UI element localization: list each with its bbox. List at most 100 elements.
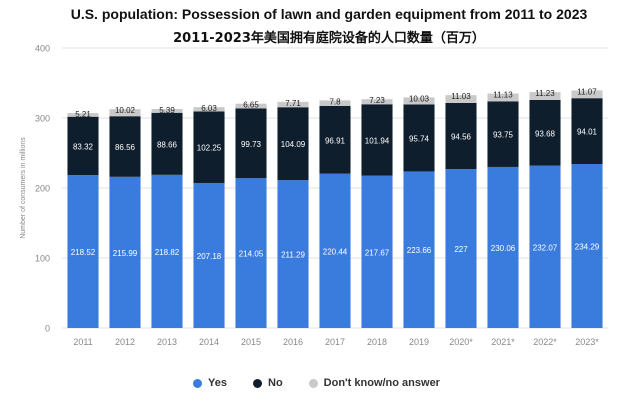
chart-title: U.S. population: Possession of lawn and …	[70, 6, 588, 22]
x-tick-label: 2020*	[449, 337, 473, 347]
bar-dont-know[interactable]	[361, 99, 393, 105]
bar-no[interactable]	[403, 104, 435, 172]
data-label-no: 104.09	[281, 140, 306, 149]
bar-dont-know[interactable]	[571, 90, 603, 99]
bar-dont-know[interactable]	[109, 109, 141, 117]
data-label-dont-know: 6.03	[201, 104, 217, 113]
data-label-dont-know: 10.03	[409, 94, 430, 103]
x-tick-label: 2014	[199, 337, 219, 347]
x-tick-label: 2019	[409, 337, 429, 347]
data-label-dont-know: 11.13	[493, 91, 513, 100]
data-label-no: 102.25	[197, 144, 222, 153]
data-label-no: 95.74	[409, 134, 430, 143]
chart-subtitle: 2011-2023年美国拥有庭院设备的人口数量（百万）	[173, 31, 485, 46]
x-tick-label: 2015	[241, 337, 261, 347]
bar-no[interactable]	[445, 102, 477, 170]
legend-marker-no	[253, 378, 262, 388]
bar-no[interactable]	[277, 107, 309, 181]
bar-dont-know[interactable]	[235, 103, 267, 109]
data-label-no: 83.32	[73, 142, 94, 151]
y-tick-label: 200	[35, 184, 50, 194]
data-label-yes: 227	[454, 245, 468, 254]
data-label-yes: 218.82	[155, 248, 180, 257]
bar-dont-know[interactable]	[151, 108, 183, 113]
legend-marker-dont-know	[308, 378, 318, 388]
bar-dont-know[interactable]	[529, 92, 561, 100]
x-tick-label: 2011	[73, 337, 92, 347]
bar-yes[interactable]	[193, 182, 225, 328]
data-label-no: 96.91	[325, 136, 346, 145]
data-label-no: 86.56	[115, 143, 136, 152]
data-label-dont-know: 10.02	[115, 106, 136, 115]
bar-no[interactable]	[361, 104, 393, 176]
bar-yes[interactable]	[109, 176, 141, 328]
data-label-no: 94.56	[451, 133, 472, 142]
bar-no[interactable]	[487, 101, 519, 167]
data-label-dont-know: 11.03	[451, 92, 471, 101]
data-label-dont-know: 7.8	[329, 97, 341, 106]
bar-dont-know[interactable]	[193, 107, 225, 112]
y-tick-label: 0	[45, 324, 50, 334]
legend-label-no: No	[268, 377, 283, 389]
bar-no[interactable]	[193, 111, 225, 183]
x-tick-label: 2022*	[533, 337, 557, 347]
data-label-dont-know: 11.07	[577, 87, 597, 96]
bar-no[interactable]	[571, 98, 603, 164]
bar-dont-know[interactable]	[487, 93, 519, 102]
data-label-yes: 232.07	[533, 243, 558, 252]
data-label-yes: 230.06	[491, 244, 516, 253]
bar-yes[interactable]	[529, 165, 561, 328]
data-label-dont-know: 7.71	[285, 99, 301, 108]
bar-yes[interactable]	[151, 174, 183, 328]
x-tick-label: 2018	[367, 337, 387, 347]
bar-yes[interactable]	[445, 169, 477, 328]
bar-dont-know[interactable]	[403, 97, 435, 105]
bar-no[interactable]	[109, 116, 141, 177]
bar-yes[interactable]	[403, 171, 435, 328]
data-label-yes: 214.05	[239, 250, 264, 259]
legend-label-dont-know: Don't know/no answer	[323, 377, 440, 389]
legend-label-yes: Yes	[208, 377, 227, 389]
bar-no[interactable]	[319, 105, 351, 174]
bar-no[interactable]	[67, 116, 99, 176]
data-label-dont-know: 11.23	[535, 89, 555, 98]
y-tick-label: 100	[35, 254, 50, 264]
data-label-no: 88.66	[157, 140, 178, 149]
bar-dont-know[interactable]	[445, 95, 477, 103]
bar-dont-know[interactable]	[319, 100, 351, 106]
x-tick-label: 2013	[157, 337, 177, 347]
data-label-no: 94.01	[577, 128, 598, 137]
bar-yes[interactable]	[277, 180, 309, 328]
x-tick-label: 2012	[115, 337, 135, 347]
data-label-yes: 217.67	[365, 248, 390, 257]
y-tick-label: 400	[35, 44, 50, 54]
legend-item-dont-know[interactable]: Don't know/no answer	[308, 377, 440, 389]
bar-no[interactable]	[529, 99, 561, 166]
bar-dont-know[interactable]	[67, 113, 99, 117]
bar-yes[interactable]	[571, 163, 603, 328]
y-axis-title: Number of consumers in millions	[20, 137, 27, 239]
x-tick-label: 2023*	[575, 337, 599, 347]
bar-dont-know[interactable]	[277, 101, 309, 108]
bar-yes[interactable]	[67, 175, 99, 328]
data-label-no: 101.94	[365, 136, 390, 145]
data-label-yes: 223.66	[407, 246, 432, 255]
bar-no[interactable]	[151, 112, 183, 175]
bar-yes[interactable]	[319, 173, 351, 328]
bar-no[interactable]	[235, 108, 267, 179]
bar-yes[interactable]	[487, 166, 519, 328]
x-tick-label: 2016	[283, 337, 303, 347]
data-label-dont-know: 5.21	[75, 110, 91, 119]
y-tick-label: 300	[35, 114, 50, 124]
data-label-yes: 207.18	[197, 252, 222, 261]
legend-item-no[interactable]: No	[253, 377, 283, 389]
data-label-no: 93.75	[493, 131, 514, 140]
data-label-yes: 211.29	[281, 251, 305, 260]
bar-yes[interactable]	[235, 178, 267, 328]
legend-item-yes[interactable]: Yes	[193, 377, 227, 389]
legend: Yes No Don't know/no answer	[0, 377, 633, 389]
legend-marker-yes	[193, 378, 203, 388]
data-label-dont-know: 6.65	[243, 101, 259, 110]
bar-yes[interactable]	[361, 175, 393, 328]
